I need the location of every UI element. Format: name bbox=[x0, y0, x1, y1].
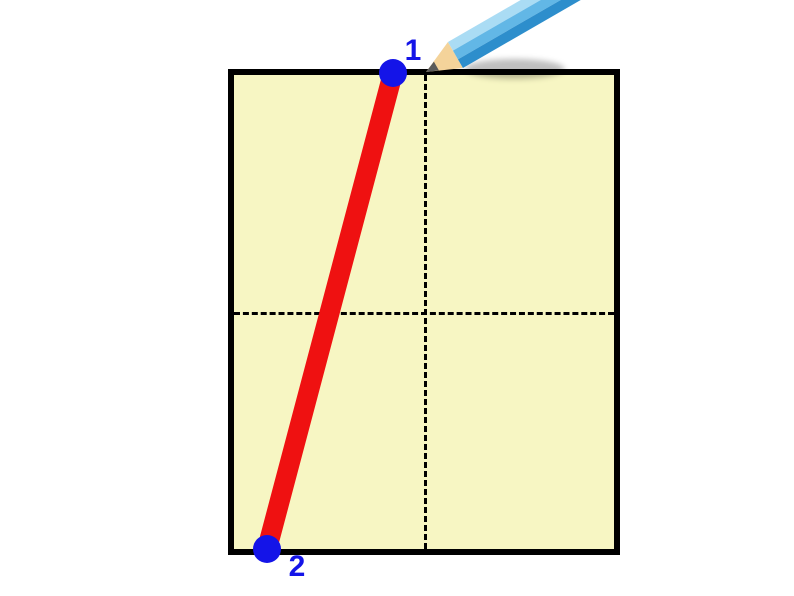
mark-label-2: 2 bbox=[289, 550, 306, 584]
pencil-barrel bbox=[448, 0, 591, 68]
mark-dot-2 bbox=[253, 535, 281, 563]
mark-label-1: 1 bbox=[405, 34, 422, 68]
grid-vertical-dash bbox=[424, 75, 427, 549]
mark-dot-1 bbox=[379, 59, 407, 87]
pencil-shadow bbox=[465, 59, 565, 79]
stage: { "canvas": { "width": 794, "height": 59… bbox=[0, 0, 794, 596]
